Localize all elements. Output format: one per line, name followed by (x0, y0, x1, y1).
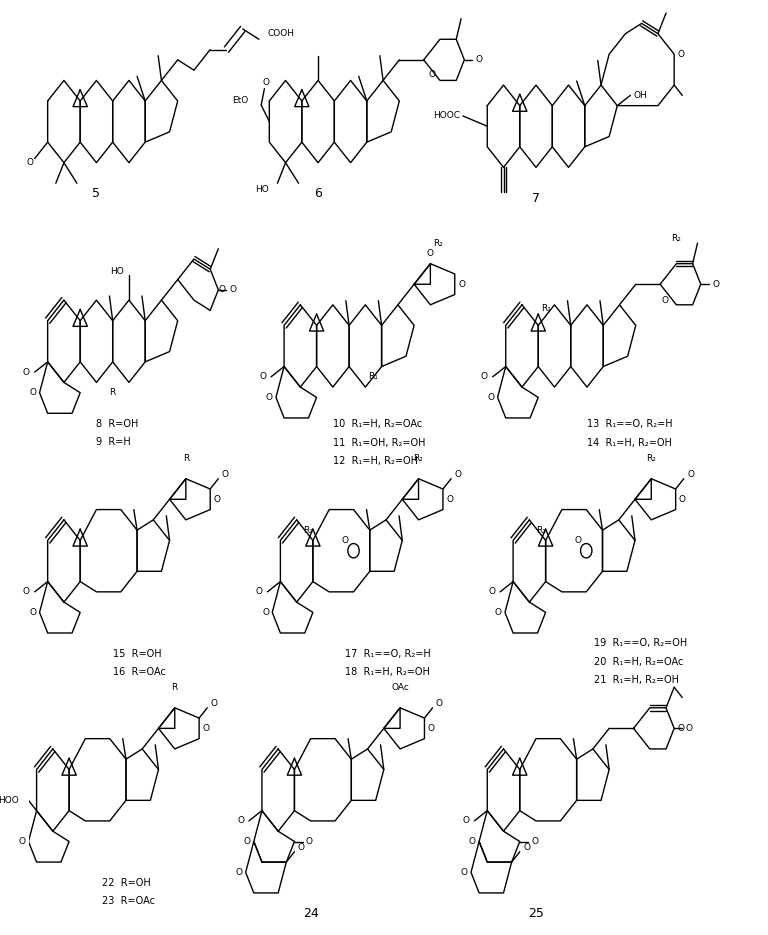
Text: R₂: R₂ (647, 453, 656, 463)
Text: O: O (256, 587, 263, 597)
Text: 12  R₁=H, R₂=OH: 12 R₁=H, R₂=OH (333, 456, 418, 467)
Text: 19  R₁==O, R₂=OH: 19 R₁==O, R₂=OH (594, 639, 687, 648)
Text: O: O (677, 50, 684, 59)
Text: O: O (462, 816, 469, 826)
Text: OAc: OAc (391, 683, 409, 692)
Text: 16  R=OAc: 16 R=OAc (113, 667, 166, 677)
Text: R₁: R₁ (536, 525, 545, 535)
Text: O: O (435, 699, 443, 708)
Text: R: R (183, 453, 189, 463)
Text: O: O (481, 372, 488, 381)
Text: O: O (210, 699, 217, 708)
Text: R: R (110, 388, 116, 397)
Text: O: O (23, 587, 30, 597)
Text: 22  R=OH: 22 R=OH (101, 878, 151, 887)
Text: O: O (236, 868, 243, 877)
Text: O: O (29, 608, 36, 617)
Text: O: O (230, 285, 237, 295)
Text: O: O (342, 536, 349, 545)
Text: O: O (29, 388, 36, 397)
Text: O: O (262, 608, 269, 617)
Text: 6: 6 (314, 187, 322, 200)
Text: O: O (469, 837, 476, 846)
Text: 18  R₁=H, R₂=OH: 18 R₁=H, R₂=OH (346, 667, 430, 677)
Text: O: O (475, 55, 483, 65)
Text: R₂: R₂ (414, 453, 423, 463)
Text: O: O (26, 158, 33, 167)
Text: 14  R₁=H, R₂=OH: 14 R₁=H, R₂=OH (587, 438, 672, 448)
Text: 10  R₁=H, R₂=OAc: 10 R₁=H, R₂=OAc (333, 419, 422, 429)
Text: OH: OH (634, 91, 647, 100)
Text: COOH: COOH (267, 29, 294, 37)
Text: R₁: R₁ (541, 305, 551, 313)
Text: O: O (243, 837, 250, 846)
Text: O: O (203, 724, 210, 733)
Text: O: O (218, 285, 225, 295)
Text: 11  R₁=OH, R₂=OH: 11 R₁=OH, R₂=OH (333, 438, 425, 448)
Text: O: O (446, 495, 453, 504)
Text: 15  R=OH: 15 R=OH (113, 649, 161, 658)
Text: 21  R₁=H, R₂=OH: 21 R₁=H, R₂=OH (594, 675, 680, 685)
Text: O: O (428, 724, 435, 733)
Text: R: R (171, 683, 178, 692)
Text: O: O (237, 816, 244, 826)
Text: O: O (574, 536, 581, 545)
Text: O: O (488, 393, 495, 402)
Text: O: O (18, 837, 25, 846)
Text: O: O (677, 724, 684, 733)
Text: 7: 7 (532, 192, 540, 205)
Text: HOOC: HOOC (432, 111, 459, 121)
Text: 24: 24 (303, 907, 319, 920)
Text: HO: HO (256, 185, 270, 194)
Text: R₁: R₁ (303, 525, 313, 535)
Text: 17  R₁==O, R₂=H: 17 R₁==O, R₂=H (346, 649, 431, 658)
Text: HO: HO (111, 266, 124, 276)
Text: O: O (306, 837, 313, 846)
Text: 13  R₁==O, R₂=H: 13 R₁==O, R₂=H (587, 419, 673, 429)
Text: R₂: R₂ (671, 235, 681, 243)
Text: O: O (661, 296, 668, 305)
Text: O: O (686, 724, 693, 733)
Text: 5: 5 (92, 187, 101, 200)
Text: O: O (461, 868, 468, 877)
Text: O: O (531, 837, 538, 846)
Text: O: O (523, 843, 530, 852)
Text: 23  R=OAc: 23 R=OAc (101, 896, 154, 906)
Text: R₁: R₁ (369, 372, 379, 381)
Text: O: O (23, 367, 30, 377)
Text: O: O (495, 608, 502, 617)
Text: O: O (455, 470, 462, 479)
Text: O: O (266, 393, 273, 402)
Text: HOO: HOO (0, 796, 18, 805)
Text: 8  R=OH: 8 R=OH (97, 419, 139, 428)
Text: O: O (488, 587, 495, 597)
Text: EtO: EtO (232, 96, 248, 106)
Text: 25: 25 (528, 907, 544, 920)
Text: O: O (458, 280, 465, 289)
Text: O: O (427, 249, 434, 258)
Text: O: O (298, 843, 305, 852)
Text: O: O (712, 280, 719, 289)
Text: O: O (429, 70, 435, 79)
Text: O: O (687, 470, 694, 479)
Text: O: O (263, 78, 270, 87)
Text: O: O (214, 495, 220, 504)
Text: O: O (679, 495, 686, 504)
Text: 20  R₁=H, R₂=OAc: 20 R₁=H, R₂=OAc (594, 656, 684, 667)
Text: O: O (260, 372, 266, 381)
Text: O: O (222, 470, 229, 479)
Text: 9  R=H: 9 R=H (97, 437, 131, 447)
Text: R₂: R₂ (434, 238, 443, 248)
